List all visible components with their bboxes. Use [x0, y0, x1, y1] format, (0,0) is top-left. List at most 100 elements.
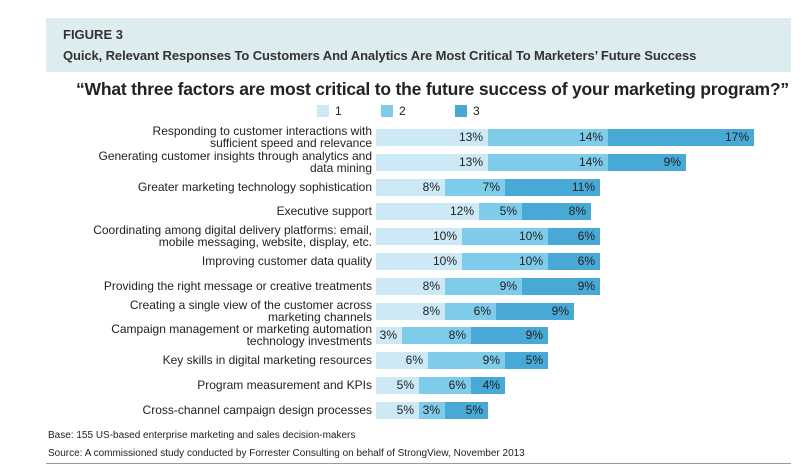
- data-label: 4%: [482, 378, 500, 392]
- data-label: 9%: [577, 279, 595, 293]
- bar-segment-series-2: [402, 327, 471, 344]
- bar-segment-series-2: [488, 154, 608, 171]
- figure-title: Quick, Relevant Responses To Customers A…: [63, 48, 697, 63]
- data-label: 6%: [473, 304, 491, 318]
- bar-segment-series-3: [608, 129, 754, 146]
- bar-segment-series-1: [376, 154, 488, 171]
- data-label: 5%: [396, 378, 414, 392]
- data-label: 9%: [499, 279, 517, 293]
- bar-segment-series-3: [471, 377, 505, 394]
- category-label: Providing the right message or creative …: [103, 278, 372, 293]
- data-label: 10%: [518, 254, 543, 268]
- source-note: Source: A commissioned study conducted b…: [48, 448, 525, 459]
- category-label: Coordinating among digital delivery plat…: [93, 222, 372, 249]
- bar-segment-series-1: [376, 402, 419, 419]
- data-label: 5%: [396, 403, 414, 417]
- data-label: 11%: [571, 180, 595, 194]
- bar-segment-series-1: [376, 228, 462, 245]
- bar-segment-series-1: [376, 278, 445, 295]
- bar-segment-series-2: [445, 278, 522, 295]
- data-label: 5%: [525, 353, 543, 367]
- data-label: 6%: [577, 229, 595, 243]
- bar-segment-series-2: [462, 253, 548, 270]
- legend-label: 1: [335, 104, 342, 118]
- bar-segment-series-2: [419, 402, 445, 419]
- legend-item-3: 3: [455, 104, 480, 118]
- bar-segment-series-3: [445, 402, 488, 419]
- bar-segment-series-3: [522, 203, 591, 220]
- bar-segment-series-3: [548, 253, 600, 270]
- bar-segment-series-1: [376, 303, 445, 320]
- bar-segment-series-1: [376, 253, 462, 270]
- bar-segment-series-1: [376, 352, 428, 369]
- data-label: 5%: [465, 403, 483, 417]
- bar-segment-series-3: [496, 303, 574, 320]
- figure-header: FIGURE 3 Quick, Relevant Responses To Cu…: [46, 18, 791, 72]
- data-label: 6%: [448, 378, 466, 392]
- data-label: 10%: [518, 229, 543, 243]
- category-label: Cross-channel campaign design processes: [142, 402, 372, 417]
- data-label: 3%: [379, 328, 397, 342]
- data-label: 14%: [578, 155, 603, 169]
- legend-label: 3: [473, 104, 480, 118]
- bar-segment-series-3: [505, 352, 548, 369]
- footer-rule: [46, 463, 791, 464]
- category-label: Program measurement and KPIs: [197, 377, 372, 392]
- category-label: Responding to customer interactions with…: [152, 123, 372, 150]
- category-label: Generating customer insights through ana…: [98, 148, 373, 175]
- bar-segment-series-1: [376, 377, 419, 394]
- category-label: Greater marketing technology sophisticat…: [137, 179, 372, 194]
- bar-segment-series-2: [428, 352, 505, 369]
- bar-segment-series-3: [548, 228, 600, 245]
- data-label: 9%: [663, 155, 681, 169]
- data-label: 8%: [568, 204, 586, 218]
- legend-swatch: [317, 105, 329, 117]
- data-label: 9%: [551, 304, 569, 318]
- bar-segment-series-3: [608, 154, 686, 171]
- legend-item-1: 1: [317, 104, 342, 118]
- data-label: 13%: [458, 155, 483, 169]
- category-label: Campaign management or marketing automat…: [111, 321, 372, 348]
- data-label: 6%: [577, 254, 595, 268]
- data-label: 8%: [448, 328, 466, 342]
- category-label: Key skills in digital marketing resource…: [162, 352, 372, 367]
- data-label: 7%: [482, 180, 500, 194]
- data-label: 9%: [482, 353, 500, 367]
- data-label: 9%: [525, 328, 543, 342]
- data-label: 12%: [449, 204, 474, 218]
- legend-label: 2: [399, 104, 406, 118]
- legend-swatch: [455, 105, 467, 117]
- data-label: 14%: [578, 130, 603, 144]
- category-label: Executive support: [276, 203, 372, 218]
- base-note: Base: 155 US-based enterprise marketing …: [48, 430, 356, 441]
- bar-segment-series-1: [376, 203, 479, 220]
- data-label: 8%: [422, 279, 440, 293]
- figure-number: FIGURE 3: [63, 27, 123, 42]
- bar-segment-series-1: [376, 327, 402, 344]
- category-label: Improving customer data quality: [201, 253, 372, 268]
- category-label: Creating a single view of the customer a…: [129, 297, 372, 324]
- data-label: 3%: [422, 403, 440, 417]
- data-label: 5%: [499, 204, 517, 218]
- bar-segment-series-2: [488, 129, 608, 146]
- bar-segment-series-3: [471, 327, 548, 344]
- bar-segment-series-3: [522, 278, 600, 295]
- bar-segment-series-3: [505, 179, 600, 196]
- bar-segment-series-1: [376, 129, 488, 146]
- data-label: 6%: [405, 353, 423, 367]
- bar-segment-series-1: [376, 179, 445, 196]
- bar-segment-series-2: [445, 179, 505, 196]
- data-label: 10%: [432, 229, 457, 243]
- legend-item-2: 2: [381, 104, 406, 118]
- chart-title: “What three factors are most critical to…: [76, 79, 789, 99]
- data-label: 13%: [458, 130, 483, 144]
- bar-segment-series-2: [445, 303, 496, 320]
- data-label: 10%: [432, 254, 457, 268]
- bar-segment-series-2: [419, 377, 471, 394]
- bar-segment-series-2: [479, 203, 522, 220]
- data-label: 8%: [422, 180, 440, 194]
- legend-swatch: [381, 105, 393, 117]
- data-label: 17%: [724, 130, 749, 144]
- data-label: 8%: [422, 304, 440, 318]
- bar-segment-series-2: [462, 228, 548, 245]
